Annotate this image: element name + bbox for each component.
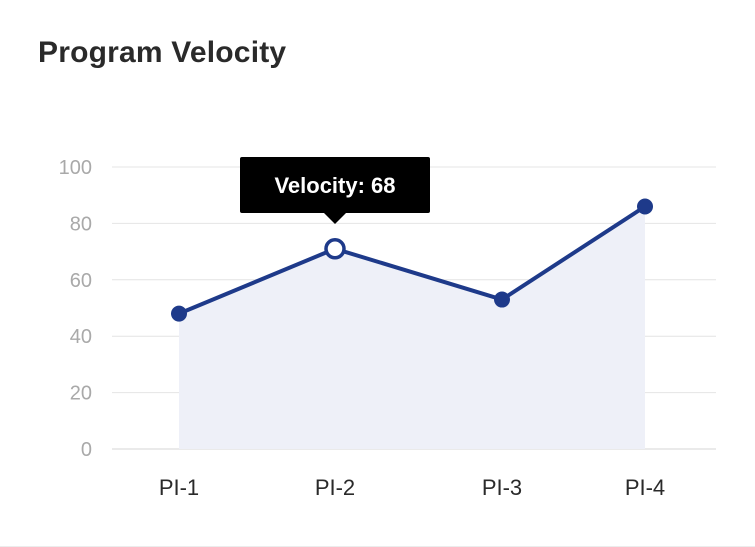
area-fill-group: [179, 206, 645, 449]
y-tick-label: 100: [59, 157, 92, 179]
y-tick-label: 40: [70, 326, 92, 348]
x-axis-ticks: PI-1 PI-2 PI-3 PI-4: [159, 475, 665, 500]
data-point: [171, 305, 187, 322]
data-points: [171, 198, 653, 322]
x-tick-label: PI-3: [482, 475, 522, 500]
y-tick-label: 20: [70, 383, 92, 405]
data-point: [494, 291, 510, 308]
tooltip-arrow: [324, 213, 346, 224]
data-point-highlighted: [324, 238, 346, 260]
tooltip-box: [240, 157, 430, 213]
data-point: [637, 198, 653, 215]
y-tick-label: 60: [70, 270, 92, 292]
tooltip: Velocity: 68: [240, 157, 430, 224]
x-tick-label: PI-1: [159, 475, 199, 500]
area-fill: [179, 206, 645, 449]
tooltip-text: Velocity: 68: [274, 173, 395, 198]
x-tick-label: PI-4: [625, 475, 665, 500]
y-tick-label: 0: [81, 439, 92, 461]
y-axis-ticks: 0 20 40 60 80 100: [59, 157, 92, 461]
x-tick-label: PI-2: [315, 475, 355, 500]
chart-title: Program Velocity: [38, 36, 287, 69]
series-line-velocity: [177, 204, 647, 316]
y-tick-label: 80: [70, 213, 92, 235]
series-line-group: [177, 204, 647, 316]
